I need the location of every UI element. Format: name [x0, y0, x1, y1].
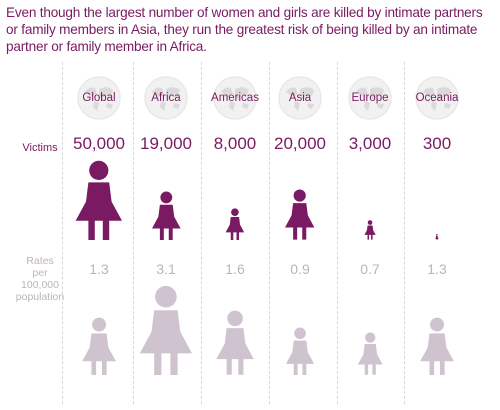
region-label: Global	[82, 92, 116, 104]
column-divider	[133, 62, 134, 404]
rate-value: 1.6	[225, 261, 245, 277]
rate-woman-icon	[138, 285, 194, 375]
rate-woman-icon	[285, 326, 315, 375]
victims-woman-icon	[151, 191, 182, 240]
victims-woman-icon	[225, 208, 245, 240]
victims-value: 50,000	[73, 134, 125, 153]
rate-value: 1.3	[89, 261, 109, 277]
rate-woman-icon	[215, 310, 255, 376]
globe-icon	[278, 76, 322, 120]
column-divider	[269, 62, 270, 404]
rates-label-line: Rates	[26, 255, 54, 267]
victims-value: 20,000	[274, 134, 326, 153]
region-label: Americas	[211, 92, 259, 104]
globe-icon	[348, 76, 392, 120]
rates-label-line: population	[15, 291, 65, 303]
rate-value: 1.3	[427, 261, 447, 277]
column-divider	[404, 62, 405, 404]
victims-value: 3,000	[348, 134, 392, 153]
rate-woman-icon	[419, 317, 455, 375]
rate-value: 3.1	[156, 261, 176, 277]
region-label: Africa	[151, 92, 181, 104]
rate-woman-icon	[357, 332, 384, 376]
rates-row-label: Rates per 100,000 population	[0, 255, 80, 303]
region-label: Europe	[351, 92, 389, 104]
rates-label-line: 100,000	[21, 279, 59, 291]
victims-row-label: Victims	[22, 142, 58, 154]
victims-woman-icon	[435, 233, 439, 240]
rates-label-line: per	[32, 267, 48, 279]
globe-icon	[415, 76, 459, 120]
column-divider	[201, 62, 202, 404]
globe-icon	[77, 76, 121, 120]
rate-woman-icon	[81, 317, 117, 375]
victims-value: 8,000	[213, 134, 257, 153]
chart-title: Even though the largest number of women …	[6, 5, 483, 54]
column-divider	[337, 62, 338, 404]
rate-value: 0.7	[360, 261, 380, 277]
globe-icon	[144, 76, 188, 120]
region-label: Asia	[288, 92, 312, 104]
column-divider	[62, 62, 63, 404]
victims-woman-icon	[74, 160, 124, 240]
victims-woman-icon	[364, 220, 376, 240]
victims-value: 300	[422, 134, 452, 153]
victims-value: 19,000	[140, 134, 192, 153]
rate-value: 0.9	[290, 261, 310, 277]
globe-icon	[213, 76, 257, 120]
region-label: Oceania	[415, 92, 459, 104]
victims-woman-icon	[284, 189, 315, 240]
